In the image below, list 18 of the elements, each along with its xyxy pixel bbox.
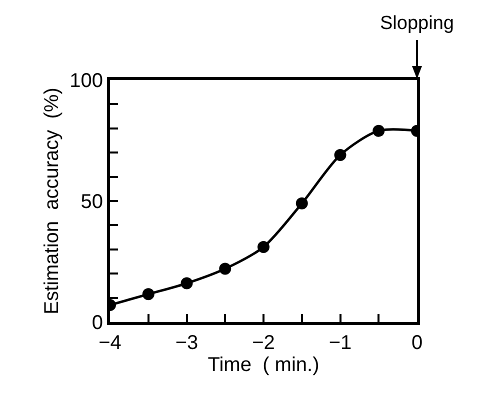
x-tick-label: −2 bbox=[252, 332, 275, 354]
point bbox=[258, 240, 270, 253]
y-axis-title: Estimation accuracy (%) bbox=[41, 88, 64, 314]
y-tick-label: 50 bbox=[80, 191, 103, 213]
x-tick-label: −4 bbox=[98, 332, 122, 354]
y-tick-label: 0 bbox=[92, 312, 103, 334]
y-tick-label: 100 bbox=[70, 70, 103, 92]
point bbox=[334, 149, 346, 162]
text: Slopping bbox=[380, 13, 454, 34]
point bbox=[219, 262, 232, 275]
x-axis-title: Time ( min.) bbox=[208, 354, 320, 376]
x-tick-label: −3 bbox=[175, 332, 198, 354]
point bbox=[296, 197, 308, 210]
point bbox=[180, 277, 193, 290]
point bbox=[142, 288, 154, 300]
point bbox=[372, 124, 385, 137]
x-tick-label: 0 bbox=[411, 332, 423, 354]
x-tick-label: −1 bbox=[328, 332, 352, 354]
